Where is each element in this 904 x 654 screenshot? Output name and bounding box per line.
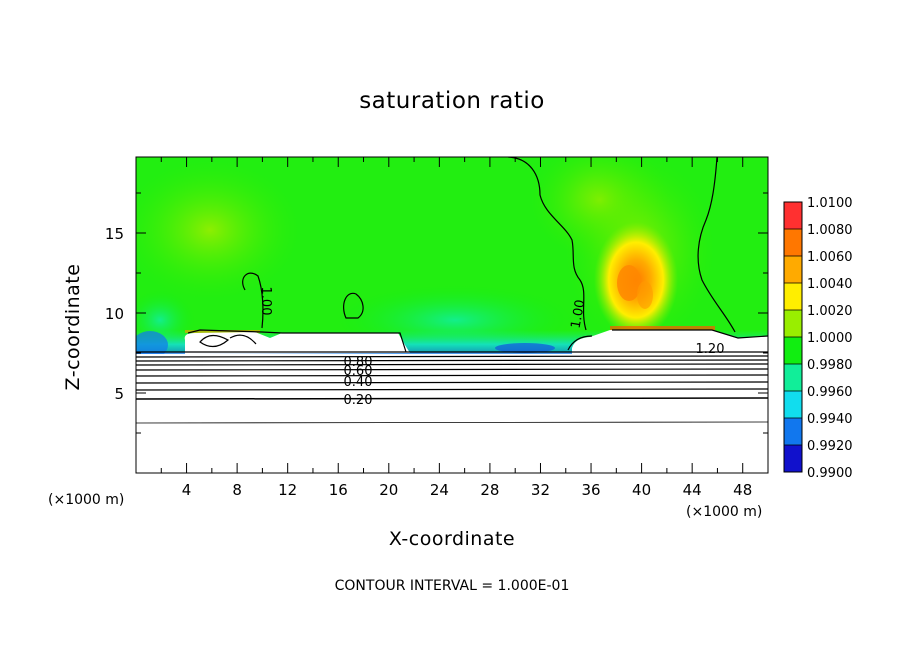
- colorbar-cell: [784, 445, 802, 472]
- contour-label: 1.20: [696, 342, 725, 357]
- x-axis-label: X-coordinate: [388, 528, 516, 550]
- x-tick-label: 40: [632, 481, 651, 499]
- colorbar-label: 0.9940: [807, 412, 853, 427]
- plot-frame: [135, 156, 769, 474]
- x-unit-right: (×1000 m): [686, 504, 763, 520]
- contour-interval-note: CONTOUR INTERVAL = 1.000E-01: [334, 578, 570, 594]
- contour-label: 0.40: [344, 375, 373, 390]
- x-axis-ticks: 4 8 12 16 20 24 28 32 36 40 44 48: [160, 157, 752, 499]
- colorbar-label: 1.0020: [807, 304, 853, 319]
- colorbar-label: 1.0000: [807, 331, 853, 346]
- y-tick-label: 5: [114, 385, 124, 403]
- y-axis-ticks: 5 10 15: [105, 192, 768, 434]
- y-tick-label: 10: [105, 305, 124, 323]
- x-tick-label: 44: [683, 481, 702, 499]
- colorbar-cell: [784, 202, 802, 229]
- chart-title: saturation ratio: [359, 88, 545, 114]
- colorbar-label: 1.0100: [807, 196, 853, 211]
- contour-label: 0.20: [344, 393, 373, 408]
- x-tick-label: 12: [278, 481, 297, 499]
- colorbar-cell: [784, 337, 802, 364]
- contour-lines: [136, 157, 768, 424]
- x-tick-label: 16: [329, 481, 348, 499]
- colorbar-label: 1.0060: [807, 250, 853, 265]
- x-tick-label: 36: [581, 481, 600, 499]
- colorbar-cell: [784, 229, 802, 256]
- contour-label: 0.60: [344, 364, 373, 379]
- colorbar-label: 1.0080: [807, 223, 853, 238]
- colorbar-cell: [784, 310, 802, 337]
- colorbar-cell: [784, 391, 802, 418]
- contour-label: 1.00: [569, 299, 589, 330]
- x-tick-label: 24: [430, 481, 449, 499]
- heatmap-field: [136, 157, 768, 473]
- x-tick-label: 28: [480, 481, 499, 499]
- colorbar-label: 0.9900: [807, 466, 853, 481]
- colorbar-label: 0.9980: [807, 358, 853, 373]
- x-unit-left: (×1000 m): [48, 492, 125, 508]
- colorbar-cell: [784, 418, 802, 445]
- colorbar-cell: [784, 364, 802, 391]
- contour-label: 1.00: [258, 287, 273, 316]
- colorbar: 1.0100 1.0080 1.0060 1.0040 1.0020 1.0000 0.99…: [783, 196, 853, 481]
- x-tick-label: 8: [232, 481, 242, 499]
- x-tick-label: 32: [531, 481, 550, 499]
- x-tick-label: 48: [733, 481, 752, 499]
- contour-label: 0.80: [344, 355, 373, 370]
- colorbar-label: 0.9960: [807, 385, 853, 400]
- y-axis-label: Z-coordinate: [62, 263, 84, 391]
- colorbar-cell: [784, 256, 802, 283]
- colorbar-cell: [784, 283, 802, 310]
- x-tick-label: 20: [379, 481, 398, 499]
- colorbar-label: 0.9920: [807, 439, 853, 454]
- x-tick-label: 4: [182, 481, 192, 499]
- colorbar-label: 1.0040: [807, 277, 853, 292]
- contour-labels: 1.00 1.00 0.800.600.40 0.20 1.20: [258, 287, 725, 408]
- y-tick-label: 15: [105, 225, 124, 243]
